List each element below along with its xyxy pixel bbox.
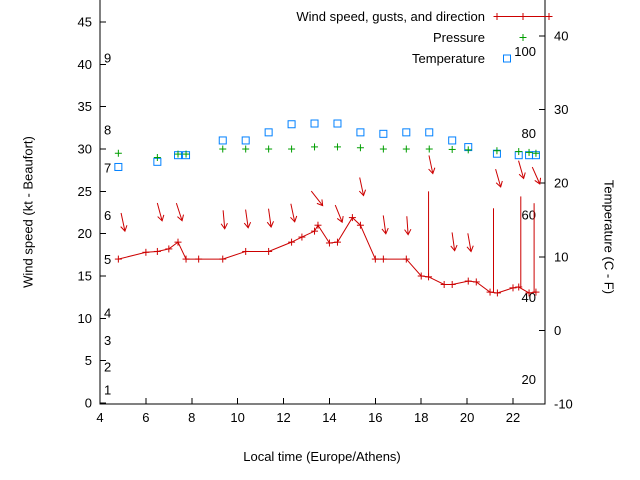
wind-arrow-icon (466, 233, 474, 253)
plot-border (99, 0, 546, 405)
svg-text:0: 0 (554, 323, 561, 338)
svg-text:6: 6 (104, 208, 111, 223)
right-axis-ticks: -10 0 10 20 30 40 (539, 28, 573, 412)
wind-speed-series (114, 214, 540, 297)
svg-text:16: 16 (368, 410, 382, 425)
wind-arrow-icon (358, 177, 367, 197)
svg-text:10: 10 (230, 410, 244, 425)
legend-entry-pressure: Pressure (150, 27, 555, 48)
x-axis-ticks: 4 6 8 10 12 14 16 18 20 22 (96, 398, 520, 425)
svg-text:4: 4 (104, 305, 111, 320)
svg-text:80: 80 (522, 126, 536, 141)
svg-text:15: 15 (78, 269, 92, 284)
wind-arrow-icon (290, 203, 298, 223)
svg-text:6: 6 (142, 410, 149, 425)
svg-text:35: 35 (78, 99, 92, 114)
svg-text:22: 22 (506, 410, 520, 425)
svg-text:30: 30 (78, 142, 92, 157)
wind-arrow-icon (381, 215, 389, 235)
svg-text:30: 30 (554, 102, 568, 117)
svg-text:20: 20 (460, 410, 474, 425)
wind-arrow-icon (334, 204, 344, 224)
wind-arrow-icon (156, 202, 165, 222)
svg-text:20: 20 (78, 226, 92, 241)
legend-sample-temperature-icon (489, 48, 555, 69)
beaufort-scale-labels: 1 2 3 4 5 6 7 8 9 (104, 50, 111, 397)
wind-arrow-icon (428, 155, 436, 175)
legend-entry-temperature: Temperature (150, 48, 555, 69)
svg-text:2: 2 (104, 359, 111, 374)
svg-text:25: 25 (78, 184, 92, 199)
svg-text:40: 40 (554, 28, 568, 43)
wind-direction-arrows (120, 155, 542, 253)
wind-arrow-icon (495, 169, 503, 188)
svg-text:100: 100 (514, 44, 536, 59)
x-axis-title: Local time (Europe/Athens) (243, 449, 401, 464)
right-axis-title: Temperature (C - F) (601, 179, 617, 295)
fahrenheit-scale-labels: 20 40 60 80 100 (514, 44, 536, 387)
wind-arrow-icon (220, 210, 228, 230)
svg-text:20: 20 (554, 176, 568, 191)
svg-text:8: 8 (188, 410, 195, 425)
wind-arrow-icon (175, 202, 184, 222)
svg-text:40: 40 (78, 57, 92, 72)
wind-arrow-icon (266, 208, 274, 228)
svg-text:12: 12 (276, 410, 290, 425)
svg-text:7: 7 (104, 160, 111, 175)
svg-text:20: 20 (522, 372, 536, 387)
wind-arrow-icon (310, 190, 324, 207)
svg-text:-10: -10 (554, 397, 573, 412)
svg-text:5: 5 (85, 353, 92, 368)
gust-spikes (428, 191, 535, 293)
legend-label-wind: Wind speed, gusts, and direction (296, 9, 485, 24)
wind-arrow-icon (518, 160, 526, 180)
wind-arrow-icon (120, 212, 128, 233)
pressure-series (114, 143, 540, 161)
svg-text:45: 45 (78, 15, 92, 30)
left-axis-ticks: 0 5 10 15 20 25 30 35 40 45 (78, 15, 106, 411)
svg-text:9: 9 (104, 50, 111, 65)
legend-label-temperature: Temperature (412, 51, 485, 66)
svg-text:18: 18 (414, 410, 428, 425)
left-axis-title: Wind speed (kt - Beaufort) (20, 136, 36, 288)
svg-text:4: 4 (96, 410, 103, 425)
legend-entry-wind: Wind speed, gusts, and direction (150, 6, 555, 27)
wind-arrow-icon (450, 232, 458, 252)
svg-text:3: 3 (104, 333, 111, 348)
wind-arrow-icon (404, 216, 412, 236)
svg-text:14: 14 (322, 410, 336, 425)
legend-label-pressure: Pressure (432, 30, 485, 45)
svg-text:1: 1 (104, 382, 111, 397)
svg-text:10: 10 (554, 249, 568, 264)
wind-arrow-icon (531, 166, 542, 185)
chart-legend: Wind speed, gusts, and direction Pressur… (150, 6, 555, 69)
svg-text:8: 8 (104, 122, 111, 137)
svg-text:5: 5 (104, 252, 111, 267)
svg-text:40: 40 (522, 290, 536, 305)
svg-text:0: 0 (85, 396, 92, 411)
wind-arrow-icon (243, 209, 252, 229)
svg-text:60: 60 (522, 208, 536, 223)
legend-sample-pressure-icon (489, 27, 555, 48)
temperature-series (114, 119, 540, 171)
legend-sample-wind-icon (489, 6, 555, 27)
svg-text:10: 10 (78, 311, 92, 326)
